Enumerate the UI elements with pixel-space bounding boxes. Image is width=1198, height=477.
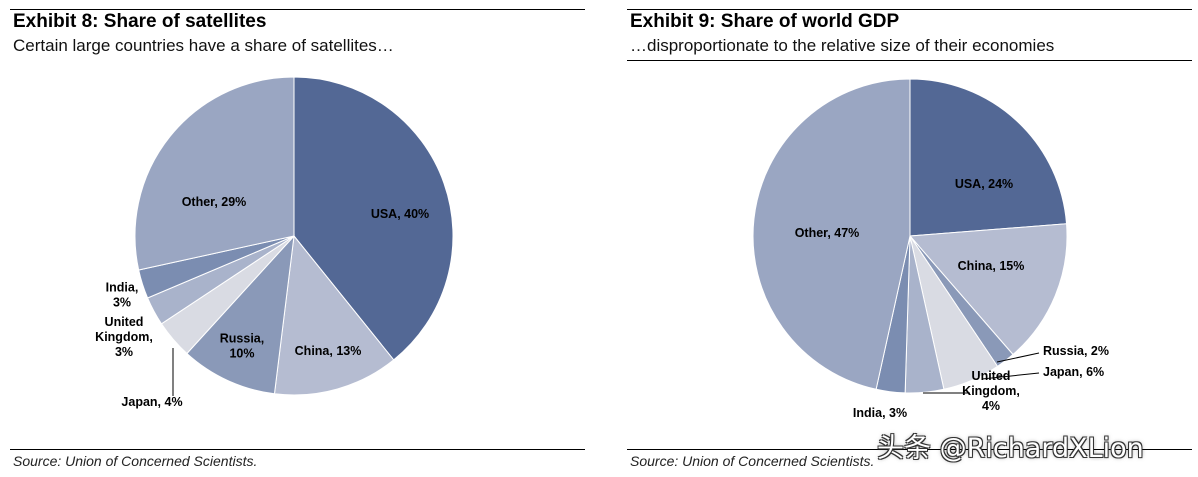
bottom-rule — [10, 449, 585, 450]
bottom-rule — [627, 449, 1192, 450]
slice-label-usa: USA, 24% — [955, 177, 1013, 191]
top-rule — [10, 9, 585, 10]
slice-label-russia: Russia, 2% — [1043, 344, 1109, 358]
leader-line — [981, 372, 1040, 380]
slice-label-china: China, 15% — [958, 259, 1025, 273]
source-note: Source: Union of Concerned Scientists. — [13, 453, 258, 469]
slice-label-india: India, 3% — [106, 281, 139, 310]
slice-label-other: Other, 29% — [182, 195, 247, 209]
slice-label-india: India, 3% — [853, 406, 907, 420]
pie-slice-china — [908, 223, 1068, 356]
chart-subtitle: Certain large countries have a share of … — [13, 36, 394, 55]
top-rule — [627, 9, 1192, 10]
slice-label-other: Other, 47% — [795, 226, 860, 240]
gdp-pie-chart: USA, 24% China, 15% Russia, 2% Japan, 6% Uni… — [752, 78, 1109, 420]
slice-label-china: China, 13% — [295, 344, 362, 358]
exhibit-9-panel: Exhibit 9: Share of world GDP …dispropor… — [627, 0, 1192, 477]
chart-title: Exhibit 9: Share of world GDP — [630, 11, 900, 32]
pie-slice-china — [273, 234, 395, 396]
pie-slice-usa — [909, 78, 1068, 237]
chart-subtitle: …disproportionate to the relative size o… — [630, 36, 1055, 55]
exhibit-8-panel: Exhibit 8: Share of satellites Certain l… — [10, 0, 585, 477]
slice-label-united-kingdom: United Kingdom, 3% — [95, 315, 153, 359]
pie-slice-other — [134, 76, 295, 271]
slice-label-japan: Japan, 6% — [1043, 365, 1104, 379]
slice-label-japan: Japan, 4% — [121, 395, 182, 409]
pie-slice-other — [752, 78, 911, 390]
leader-line — [996, 352, 1040, 363]
watermark: 头条 @RichardXLion — [877, 433, 1144, 464]
source-note: Source: Union of Concerned Scientists. — [630, 453, 875, 469]
slice-label-united-kingdom: United Kingdom, 4% — [962, 369, 1020, 413]
chart-title: Exhibit 8: Share of satellites — [13, 11, 267, 32]
slice-label-russia: Russia, 10% — [220, 332, 264, 361]
pie-slice-usa — [293, 76, 454, 361]
satellites-pie-chart: USA, 40% China, 13% Russia, 10% Japan, 4% Uni… — [95, 76, 454, 409]
slice-label-usa: USA, 40% — [371, 207, 429, 221]
pie-slice-russia — [186, 234, 295, 395]
subtitle-rule — [627, 60, 1192, 61]
